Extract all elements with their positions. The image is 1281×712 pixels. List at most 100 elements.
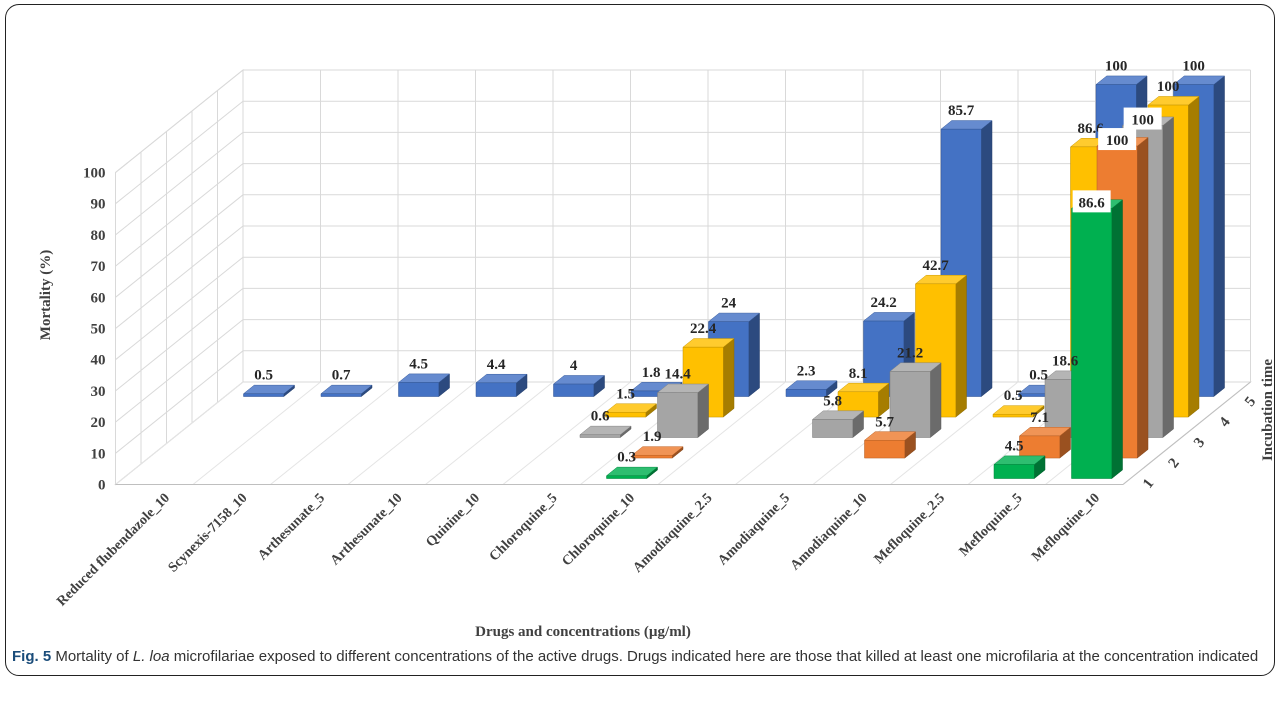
bar [992,405,1045,418]
data-label: 14.4 [665,367,692,383]
bar-side-face [955,274,967,418]
data-label: 21.2 [897,345,923,361]
bar [656,383,710,439]
category-label: Amodiaquine_2.5 [630,491,715,576]
category-label: Quinine_10 [424,491,484,551]
data-label: 1.5 [616,386,635,402]
y-tick-label: 10 [91,446,106,462]
bar [940,120,993,398]
data-label: 8.1 [849,366,868,382]
grid-line-floor [192,381,321,485]
caption-text-1: Mortality of [51,648,133,665]
y-tick-label: 100 [83,166,106,182]
data-label: 100 [1182,59,1205,75]
data-label: 42.7 [923,258,950,274]
depth-tick-label: 5 [1242,394,1259,410]
bar-front-face [1071,208,1113,479]
data-label: 100 [1105,59,1128,75]
y-tick-label: 80 [91,228,106,244]
data-label: 5.7 [875,414,894,430]
bar [605,466,659,480]
y-tick-label: 40 [91,353,106,369]
y-tick-label: 60 [91,290,106,306]
bar-side-face [930,362,942,439]
bar-side-face [1111,199,1123,480]
grid-line-floor [502,381,631,485]
bar [1070,199,1124,480]
bar [579,425,632,439]
bar-side-face [697,383,709,439]
bar-front-face [785,389,827,397]
y-axis-title: Mortality (%) [38,250,54,340]
bar-front-face [1019,435,1061,459]
category-label: Mefloquine_5 [957,491,1026,560]
bar-side-face [1137,136,1149,459]
depth-tick-label: 3 [1191,435,1208,451]
category-label: Mefloquine_10 [1029,491,1103,565]
figure-caption: Fig. 5 Mortality of L. loa microfilariae… [12,646,1267,668]
bar [397,373,451,398]
data-label: 100 [1106,133,1129,149]
y-axis-ticks: 0 10 20 30 40 50 60 70 80 90 100 [83,166,106,494]
data-label: 1.9 [643,429,662,445]
bar-front-face [398,382,440,397]
bar-front-face [579,434,621,438]
grid-line-floor [890,381,1019,485]
data-label: 100 [1157,79,1180,95]
bar-front-face [993,464,1035,479]
bar [320,384,373,398]
bar [1018,426,1072,459]
category-label: Scynexis-7158_10 [166,491,251,576]
bar [993,455,1046,480]
grid-line-floor [425,381,554,485]
caption-text-2: microfilariae exposed to different conce… [169,648,1259,665]
data-label: 4.5 [409,357,428,373]
x-axis-title: Drugs and concentrations (µg/ml) [475,624,691,640]
category-label: Reduced flubendazole_10 [54,491,173,610]
data-label: 0.6 [591,409,610,425]
data-label: 24 [721,296,737,312]
bar [475,373,528,398]
data-label: 0.5 [254,368,273,384]
y-tick-label: 70 [91,259,106,275]
bar [552,374,606,398]
depth-tick-label: 2 [1165,455,1182,471]
caption-fig-label: Fig. 5 [12,648,52,665]
y-tick-label: 50 [91,322,106,338]
caption-species: L. loa [132,648,170,665]
data-label-box [1098,128,1137,151]
grid-line-floor [347,381,476,485]
bar-side-face [748,312,760,398]
bar-side-face [1188,95,1200,418]
bar-front-face [606,475,648,479]
bar-side-face [723,338,735,418]
data-label: 100 [1131,113,1154,129]
y-tick-label: 90 [91,197,106,213]
depth-axis-line [1122,381,1251,485]
bar [863,431,917,459]
category-label: Amodiaquine_5 [715,491,793,569]
data-label: 7.1 [1030,410,1049,426]
bar [242,384,296,398]
bar [785,380,838,398]
category-label: Mefloquine_2.5 [872,491,948,567]
category-label: Chloroquine_5 [487,491,561,565]
data-label: 24.2 [871,295,897,311]
data-label: 86.6 [1078,121,1105,137]
y-tick-label: 20 [91,415,106,431]
bar-front-face [631,454,673,459]
bar [889,362,942,439]
data-label: 0.5 [1029,368,1048,384]
category-label: Arthesunate_5 [255,491,328,564]
grid-line-floor [270,381,399,485]
data-label: 5.8 [823,393,842,409]
bar-side-face [981,120,993,398]
bar [604,403,658,418]
data-label: 22.4 [690,321,717,337]
bar-front-face [657,392,699,438]
depth-axis-title: Incubation time [1260,359,1276,461]
